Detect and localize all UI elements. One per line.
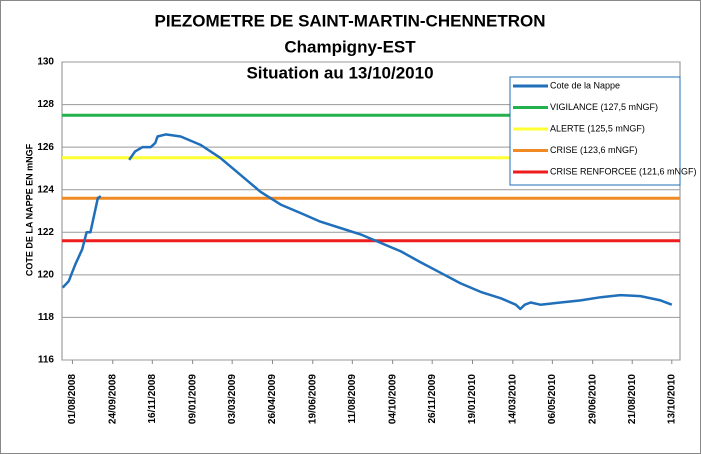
- y-tick-label: 128: [37, 99, 54, 110]
- legend-label: ALERTE (125,5 mNGF): [550, 123, 645, 133]
- y-tick-label: 126: [37, 142, 54, 153]
- y-tick-label: 122: [37, 227, 54, 238]
- x-tick-label: 04/10/2009: [387, 374, 398, 424]
- x-tick-label: 01/08/2008: [67, 374, 78, 424]
- chart-annotation: Situation au 13/10/2010: [246, 63, 433, 82]
- data-line: [61, 133, 673, 311]
- x-tick-label: 29/06/2010: [587, 374, 598, 424]
- grid: [62, 61, 680, 364]
- legend-label: Cote de la Nappe: [550, 80, 620, 90]
- y-axis-label: COTE DE LA NAPPE EN mNGF: [24, 143, 34, 276]
- x-tick-label: 13/10/2010: [666, 374, 677, 424]
- chart-title: PIEZOMETRE DE SAINT-MARTIN-CHENNETRON: [155, 11, 546, 30]
- y-tick-label: 118: [38, 312, 55, 323]
- y-tick-label: 130: [37, 57, 54, 68]
- x-tick-label: 24/09/2008: [107, 374, 118, 424]
- x-tick-label: 26/11/2009: [427, 374, 438, 424]
- y-tick-label: 116: [38, 355, 55, 366]
- x-tick-label: 26/04/2009: [267, 374, 278, 424]
- x-tick-label: 11/08/2009: [347, 374, 358, 424]
- x-tick-label: 16/11/2008: [147, 374, 158, 424]
- x-tick-label: 14/03/2010: [507, 374, 518, 424]
- x-tick-label: 09/01/2009: [187, 374, 198, 424]
- x-tick-label: 21/08/2010: [627, 374, 638, 424]
- chart-subtitle: Champigny-EST: [284, 37, 416, 56]
- legend-label: CRISE RENFORCEE (121,6 mNGF): [550, 166, 697, 176]
- legend-label: VIGILANCE (127,5 mNGF): [550, 102, 658, 112]
- x-tick-label: 19/06/2009: [307, 374, 318, 424]
- x-tick-label: 03/03/2009: [227, 374, 238, 424]
- legend-box: [509, 76, 681, 186]
- x-tick-label: 06/05/2010: [547, 374, 558, 424]
- y-tick-label: 124: [37, 184, 54, 195]
- y-tick-label: 120: [37, 269, 54, 280]
- x-tick-label: 19/01/2010: [467, 374, 478, 424]
- legend-label: CRISE (123,6 mNGF): [550, 145, 638, 155]
